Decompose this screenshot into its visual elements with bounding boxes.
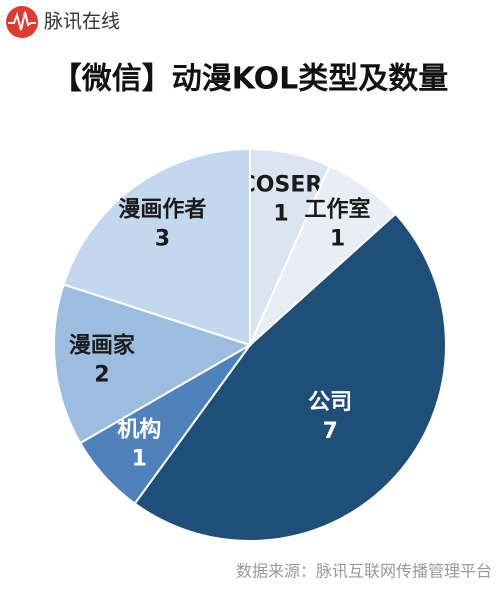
slice-label: 漫画作者: [118, 197, 206, 222]
slice-value: 3: [155, 226, 170, 251]
slice-value: 1: [132, 447, 147, 472]
brand: 脉讯在线: [44, 11, 120, 33]
slice-label: 漫画家: [69, 333, 136, 359]
pie-slice: [62, 147, 251, 347]
logo-pulse: [8, 11, 36, 31]
slice-value: 2: [94, 363, 109, 388]
slice-label: 机构: [117, 417, 161, 443]
chart-title: 【微信】动漫KOL类型及数量: [52, 62, 449, 97]
slice-value: 1: [273, 201, 288, 226]
pie-slice: [133, 212, 447, 542]
source: 数据来源：脉讯互联网传播管理平台: [236, 562, 492, 581]
slice-value: 1: [330, 226, 345, 251]
slice-label: 工作室: [305, 196, 371, 222]
pie: COSER 1 工作室 1 公司 7 机构 1 漫画家 2 漫画作者 3: [53, 147, 447, 542]
slice-label: 公司: [308, 390, 352, 415]
slice-label: COSER: [240, 172, 323, 197]
pie-slice: [53, 283, 253, 445]
slice-value: 7: [322, 419, 337, 444]
